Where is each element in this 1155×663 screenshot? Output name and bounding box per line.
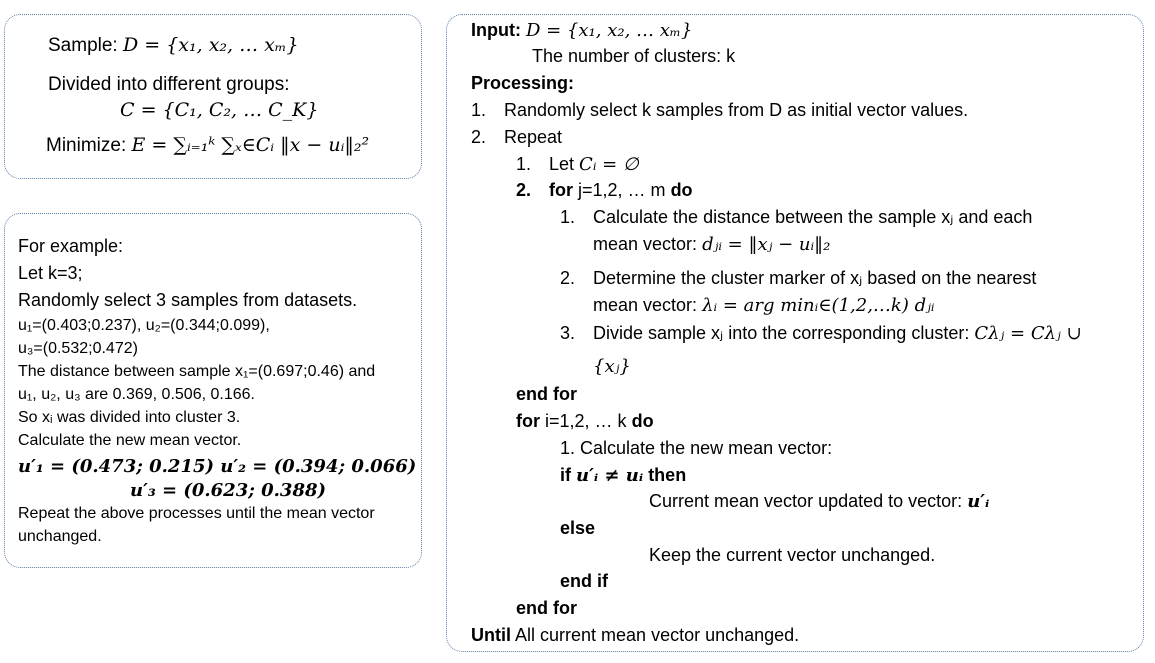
for-loop-j: for j=1,2, … m do <box>549 180 693 200</box>
step1-text: Randomly select k samples from D as init… <box>504 100 969 120</box>
num-clusters: The number of clusters: k <box>532 46 736 66</box>
update-line: Current mean vector updated to vector: u… <box>649 491 990 512</box>
for-loop-i: for i=1,2, … k do <box>516 411 654 431</box>
definition-box <box>4 14 422 179</box>
inner-step2-number: 2. <box>560 268 576 288</box>
substep1: Let Cᵢ = ∅ <box>549 154 639 175</box>
input-line: Input: D = {x₁, x₂, … xₘ} <box>471 20 693 41</box>
end-for-1: end for <box>516 384 577 404</box>
distance-line-1: The distance between sample x₁=(0.697;0.… <box>18 363 376 380</box>
inner-step3-line1: Divide sample xⱼ into the corresponding … <box>593 323 1082 344</box>
initial-u1-u2: u₁=(0.403;0.237), u₂=(0.344;0.099), <box>18 317 270 334</box>
sample-line: Sample: D = {x₁, x₂, … xₘ} <box>48 34 299 56</box>
end-for-2: end for <box>516 598 577 618</box>
initial-u3: u₃=(0.532;0.472) <box>18 340 138 357</box>
inner-step1-line1: Calculate the distance between the sampl… <box>593 207 1033 227</box>
groups-label: Divided into different groups: <box>48 74 290 95</box>
if-line: if u′ᵢ ≠ uᵢ then <box>560 465 687 486</box>
let-k: Let k=3; <box>18 263 83 283</box>
calc-mean-line: Calculate the new mean vector. <box>18 432 242 449</box>
inner-step2-line1: Determine the cluster marker of xⱼ based… <box>593 268 1037 288</box>
inner-step1-number: 1. <box>560 207 576 227</box>
processing-label: Processing: <box>471 73 575 93</box>
new-u1-u2: u′₁ = (0.473; 0.215) u′₂ = (0.394; 0.066… <box>18 456 417 477</box>
example-title: For example: <box>18 236 124 256</box>
minimize-line: Minimize: E = ∑ᵢ₌₁ᵏ ∑ₓ∈Cᵢ ‖x − uᵢ‖₂² <box>46 134 370 156</box>
algorithm-box <box>446 14 1144 652</box>
inner-step2-line2: mean vector: λᵢ = arg minᵢ∈(1,2,…k) dⱼᵢ <box>593 295 935 316</box>
else-keyword: else <box>560 518 596 538</box>
repeat-line-2: unchanged. <box>18 528 102 545</box>
new-u3: u′₃ = (0.623; 0.388) <box>130 480 327 501</box>
calc-new-mean: 1. Calculate the new mean vector: <box>560 438 833 458</box>
inner-step3-number: 3. <box>560 323 576 343</box>
substep2-number: 2. <box>516 180 532 200</box>
substep1-number: 1. <box>516 154 532 174</box>
divided-line: So xᵢ was divided into cluster 3. <box>18 409 241 426</box>
example-box <box>4 213 422 568</box>
c-set: C = {C₁, C₂, … C_K} <box>120 99 319 121</box>
end-if: end if <box>560 571 608 591</box>
step2-text: Repeat <box>504 127 563 147</box>
repeat-line-1: Repeat the above processes until the mea… <box>18 505 375 522</box>
step2-number: 2. <box>471 127 487 147</box>
step1-number: 1. <box>471 100 487 120</box>
inner-step1-line2: mean vector: dⱼᵢ = ‖xⱼ − uᵢ‖₂ <box>593 234 831 255</box>
until-line: Until All current mean vector unchanged. <box>471 625 800 645</box>
inner-step3-line2: {xⱼ} <box>593 356 631 377</box>
random-select: Randomly select 3 samples from datasets. <box>18 290 358 310</box>
distance-line-2: u₁, u₂, u₃ are 0.369, 0.506, 0.166. <box>18 386 255 403</box>
keep-line: Keep the current vector unchanged. <box>649 545 936 565</box>
